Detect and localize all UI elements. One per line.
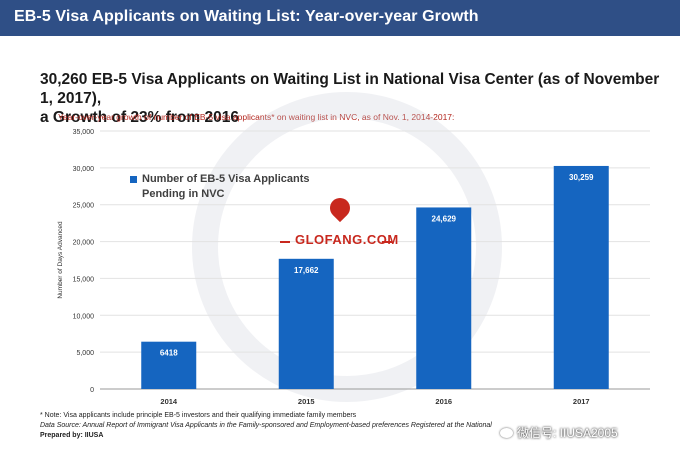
- title-bar: EB-5 Visa Applicants on Waiting List: Ye…: [0, 0, 680, 36]
- bar: [141, 341, 197, 389]
- wechat-icon: [500, 428, 513, 438]
- bar: [553, 165, 609, 389]
- y-tick-label: 30,000: [73, 166, 95, 173]
- data-source: Data Source: Annual Report of Immigrant …: [40, 422, 492, 429]
- headline-line-1: 30,260 EB-5 Visa Applicants on Waiting L…: [40, 71, 660, 107]
- headline: 30,260 EB-5 Visa Applicants on Waiting L…: [40, 70, 660, 127]
- x-tick-label: 2015: [298, 397, 315, 406]
- y-tick-label: 25,000: [73, 203, 95, 210]
- watermark-dash-right: [382, 241, 392, 243]
- chart-subtitle: Year-over-year growth of number of EB-5 …: [58, 112, 455, 122]
- prepared-by: Prepared by: IIUSA: [40, 432, 104, 439]
- bar-value-label: 30,259: [569, 173, 594, 182]
- bar: [278, 258, 334, 389]
- y-axis-label: Number of Days Advanced: [57, 221, 64, 299]
- bar-value-label: 24,629: [432, 214, 457, 223]
- wechat-overlay: 微信号: IIUSA2005: [500, 424, 618, 441]
- x-tick-label: 2017: [573, 397, 590, 406]
- x-tick-label: 2016: [435, 397, 452, 406]
- legend-swatch: [130, 176, 137, 183]
- y-tick-label: 20,000: [73, 240, 95, 247]
- bar-value-label: 6418: [160, 349, 178, 358]
- wechat-id: 微信号: IIUSA2005: [517, 426, 618, 440]
- bar-value-label: 17,662: [294, 266, 319, 275]
- y-tick-label: 5,000: [76, 350, 94, 357]
- headline-line-2: a Growth of 23% from 2016: [40, 109, 239, 126]
- page-title: EB-5 Visa Applicants on Waiting List: Ye…: [14, 8, 479, 25]
- watermark-dash-left: [280, 241, 290, 243]
- y-tick-label: 35,000: [73, 129, 95, 136]
- y-tick-label: 0: [90, 387, 94, 394]
- watermark-brand: GLOFANG.COM: [295, 232, 399, 247]
- footnote: * Note: Visa applicants include principl…: [40, 412, 357, 419]
- bar: [416, 207, 472, 389]
- y-tick-label: 15,000: [73, 276, 95, 283]
- legend-label: Number of EB-5 Visa Applicants Pending i…: [142, 173, 310, 200]
- y-tick-label: 10,000: [73, 313, 95, 320]
- x-tick-label: 2014: [160, 397, 178, 406]
